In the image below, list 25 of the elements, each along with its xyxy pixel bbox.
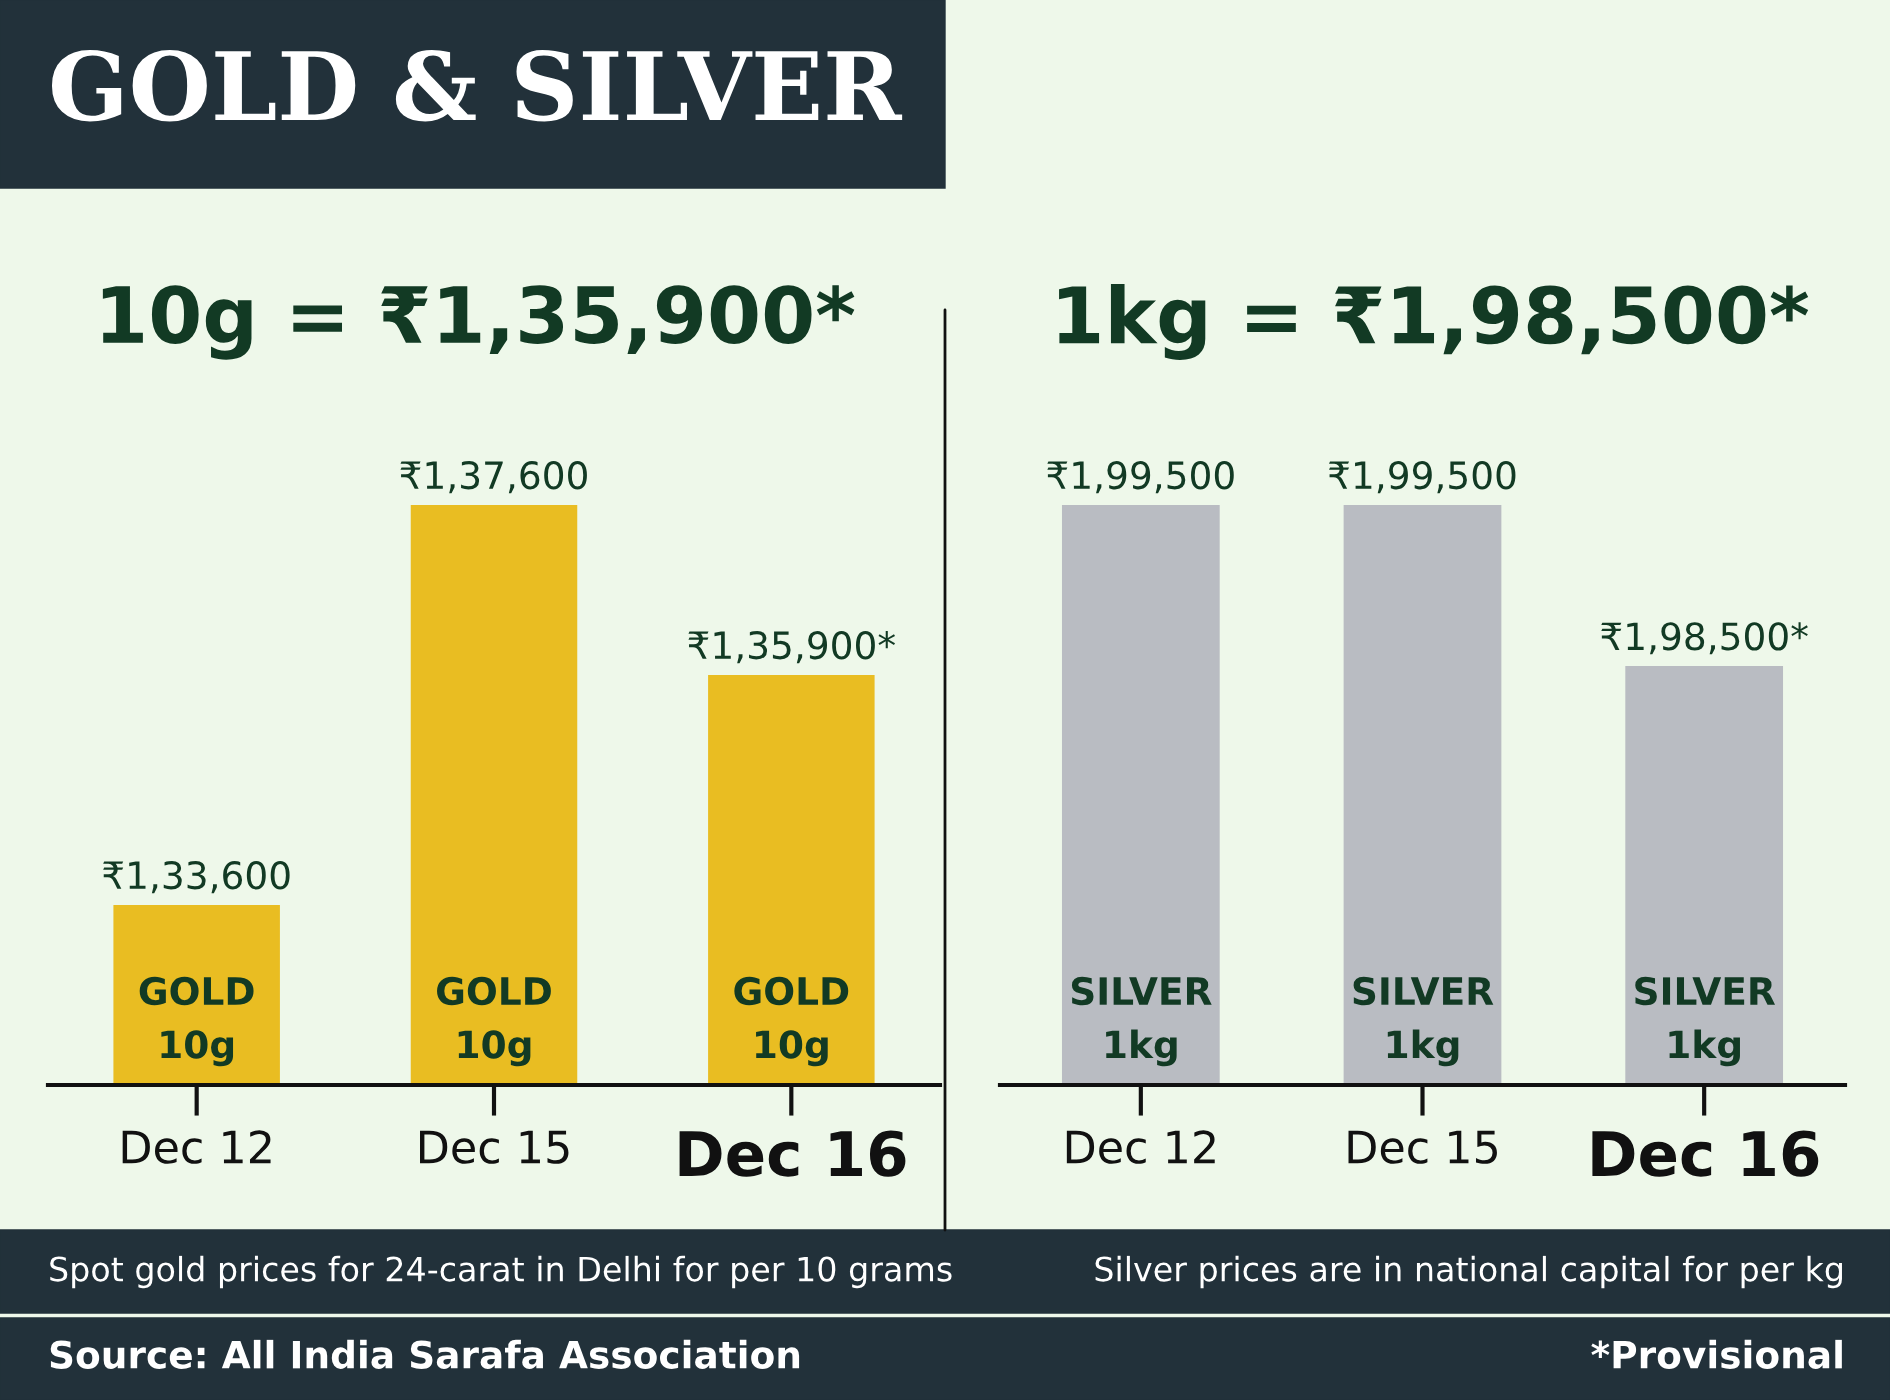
text: Silver prices are in national capital for per kg <box>1095 1255 1842 1289</box>
x-tick-label: Dec 16 <box>679 1130 906 1177</box>
data-label: ₹1,99,500 <box>1329 461 1516 494</box>
data-label: ₹1,37,600 <box>400 461 587 494</box>
text: SILVER 1kg <box>1353 976 1494 1067</box>
x-tick-label: Dec 12 <box>122 1130 271 1164</box>
x-tick-label: Dec 16 <box>1592 1130 1819 1177</box>
chart-subtitle: 10g = ₹1,35,900* <box>102 285 855 360</box>
data-label: ₹1,99,500 <box>1047 461 1234 494</box>
chart-subtitle: 1kg = ₹1,98,500* <box>1059 284 1809 360</box>
data-label: ₹1,35,900* <box>688 631 896 664</box>
text: Spot gold prices for 24-carat in Delhi for per 10 grams <box>50 1255 952 1289</box>
chart-title: GOLD & SILVER <box>51 49 903 122</box>
text: GOLD 10g <box>734 976 849 1067</box>
series-label: SILVER 1kg <box>1635 976 1776 1067</box>
text: SILVER 1kg <box>1071 976 1212 1067</box>
data-label: ₹1,98,500* <box>1601 622 1808 655</box>
x-tick-label: Dec 15 <box>1348 1130 1497 1164</box>
series-label: GOLD 10g <box>139 976 254 1067</box>
text: GOLD 10g <box>437 976 551 1067</box>
source-note: Source: All India Sarafa Association <box>50 1339 800 1369</box>
text: *Provisional <box>1591 1339 1842 1369</box>
x-tick-label: Dec 15 <box>420 1130 569 1164</box>
data-label: ₹1,33,600 <box>103 861 290 894</box>
x-tick-label: Dec 12 <box>1066 1130 1215 1164</box>
